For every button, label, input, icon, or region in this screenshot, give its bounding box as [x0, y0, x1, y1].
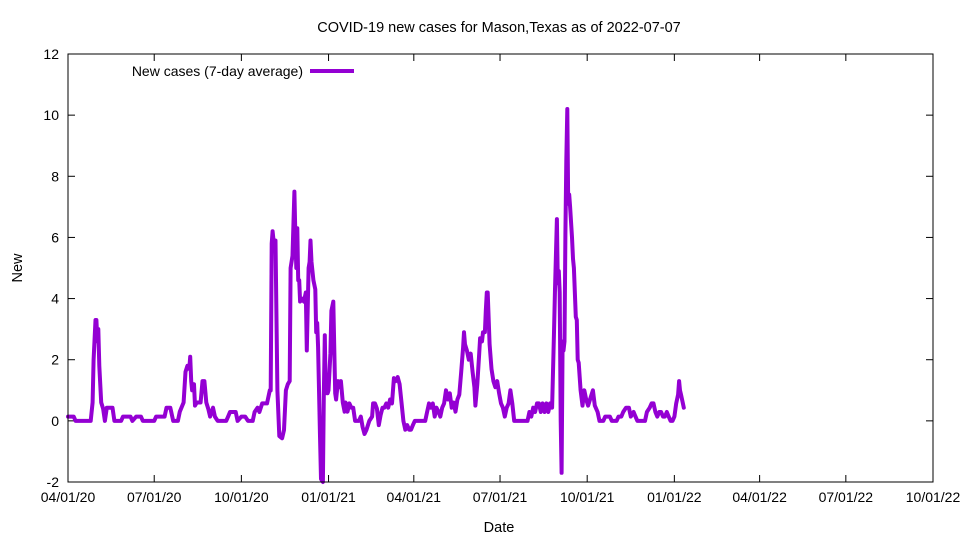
- x-tick-label: 04/01/22: [732, 489, 787, 505]
- x-axis-label: Date: [484, 520, 515, 536]
- x-tick-label: 01/01/21: [301, 489, 356, 505]
- y-tick-label: 2: [51, 352, 59, 368]
- y-tick-label: 8: [51, 168, 59, 184]
- chart-title: COVID-19 new cases for Mason,Texas as of…: [317, 20, 680, 36]
- x-tick-label: 07/01/22: [819, 489, 874, 505]
- x-tick-label: 10/01/22: [906, 489, 960, 505]
- x-tick-label: 10/01/21: [560, 489, 615, 505]
- x-tick-label: 01/01/22: [647, 489, 702, 505]
- y-tick-label: 0: [51, 413, 59, 429]
- legend-label: New cases (7-day average): [132, 63, 303, 79]
- series-line-0: [66, 107, 686, 484]
- y-axis-label: New: [10, 253, 26, 283]
- y-tick-label: 6: [51, 229, 59, 245]
- plot-frame: [67, 53, 934, 483]
- x-tick-label: 07/01/21: [473, 489, 528, 505]
- x-tick-label: 07/01/20: [127, 489, 182, 505]
- y-tick-label: 12: [43, 46, 59, 62]
- y-tick-label: 4: [51, 291, 59, 307]
- x-tick-label: 04/01/21: [387, 489, 442, 505]
- y-tick-label: 10: [43, 107, 59, 123]
- series-layer: [66, 107, 686, 484]
- axis-ticks: -2 0 2 4 6 8 10 12 04/01/20 07/01/20 10/01/20 01/01…: [41, 46, 960, 505]
- y-tick-label: -2: [47, 474, 60, 490]
- legend: New cases (7-day average): [132, 63, 354, 79]
- x-tick-label: 10/01/20: [214, 489, 269, 505]
- x-tick-label: 04/01/20: [41, 489, 96, 505]
